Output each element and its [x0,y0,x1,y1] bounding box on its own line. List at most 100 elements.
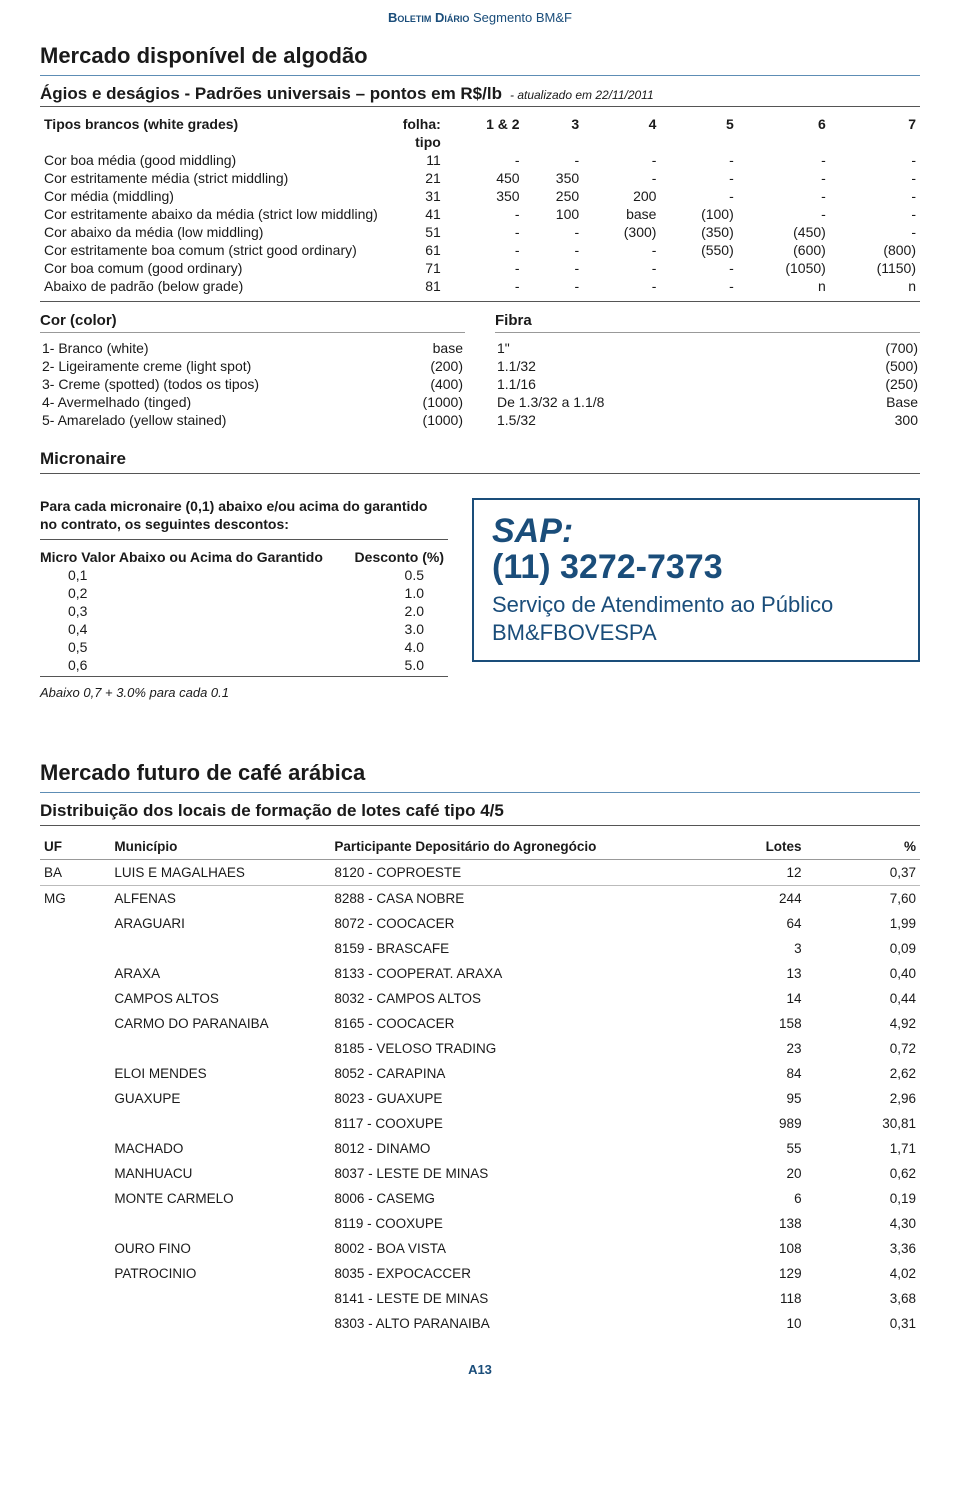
micro-value: 0,1 [40,566,345,584]
coffee-cell: 129 [700,1261,806,1286]
coffee-cell: 8288 - CASA NOBRE [330,886,700,912]
list-row: 5- Amarelado (yellow stained)(1000) [40,411,465,429]
coffee-cell: 13 [700,961,806,986]
coffee-row: ARAGUARI8072 - COOCACER641,99 [40,911,920,936]
coffee-cell: MONTE CARMELO [110,1186,330,1211]
divider [40,106,920,107]
grades-row: Cor estritamente abaixo da média (strict… [40,205,920,223]
header-bar: Boletim Diário Segmento BM&F [40,10,920,25]
coffee-cell [110,1286,330,1311]
coffee-cell: 12 [700,860,806,886]
sap-box: SAP: (11) 3272-7373 Serviço de Atendimen… [472,498,920,662]
coffee-cell [110,1036,330,1061]
micronaire-table: Micro Valor Abaixo ou Acima do Garantido… [40,548,448,674]
list-label: 3- Creme (spotted) (todos os tipos) [40,375,394,393]
grades-cell: base [583,205,660,223]
coffee-cell: 1,99 [806,911,920,936]
grades-cell: - [445,205,524,223]
grades-cell: - [583,277,660,295]
coffee-cell [40,936,110,961]
micro-row: 0,10.5 [40,566,448,584]
grades-row-tipo: 11 [392,151,445,169]
grades-cell: n [830,277,920,295]
list-value: (700) [815,339,920,357]
grades-cell: (100) [660,205,737,223]
coffee-cell: 2,96 [806,1086,920,1111]
coffee-cell [110,1311,330,1336]
list-value: Base [815,393,920,411]
grades-row-label: Cor boa média (good middling) [40,151,392,169]
coffee-cell: 0,37 [806,860,920,886]
coffee-cell [40,1061,110,1086]
grades-cell: n [738,277,830,295]
page-number: A13 [40,1362,920,1377]
coffee-row: GUAXUPE8023 - GUAXUPE952,96 [40,1086,920,1111]
coffee-col-dep: Participante Depositário do Agronegócio [330,834,700,860]
list-value: base [394,339,465,357]
coffee-row: OURO FINO8002 - BOA VISTA1083,36 [40,1236,920,1261]
divider [40,473,920,474]
grades-row-label: Cor estritamente boa comum (strict good … [40,241,392,259]
coffee-cell: ARAXA [110,961,330,986]
list-value: (1000) [394,393,465,411]
coffee-row: BALUIS E MAGALHAES8120 - COPROESTE120,37 [40,860,920,886]
grades-cell: - [830,223,920,241]
list-label: 1- Branco (white) [40,339,394,357]
micro-row: 0,43.0 [40,620,448,638]
list-row: 1.1/32(500) [495,357,920,375]
coffee-row: MACHADO8012 - DINAMO551,71 [40,1136,920,1161]
coffee-cell: 3,68 [806,1286,920,1311]
grades-cell: (300) [583,223,660,241]
list-row: 3- Creme (spotted) (todos os tipos)(400) [40,375,465,393]
grades-row: Cor abaixo da média (low middling)51--(3… [40,223,920,241]
grades-cell: - [660,169,737,187]
grades-cell: - [830,187,920,205]
coffee-cell: 1,71 [806,1136,920,1161]
micro-value: 0,5 [40,638,345,656]
coffee-row: 8303 - ALTO PARANAIBA100,31 [40,1311,920,1336]
coffee-cell [40,1011,110,1036]
coffee-cell: 30,81 [806,1111,920,1136]
list-label: 1" [495,339,815,357]
coffee-cell: 158 [700,1011,806,1036]
grades-cell: (1050) [738,259,830,277]
divider [40,539,448,540]
sap-desc: Serviço de Atendimento ao Público BM&FBO… [492,591,900,646]
grades-cell: - [660,151,737,169]
list-value: (200) [394,357,465,375]
header-rest: Segmento BM&F [469,10,572,25]
grades-cell: 450 [445,169,524,187]
grades-cell: 350 [445,187,524,205]
coffee-cell: 8002 - BOA VISTA [330,1236,700,1261]
coffee-cell [40,986,110,1011]
coffee-row: 8141 - LESTE DE MINAS1183,68 [40,1286,920,1311]
coffee-row: PATROCINIO8035 - EXPOCACCER1294,02 [40,1261,920,1286]
grades-cell: - [660,187,737,205]
divider [495,332,920,333]
coffee-cell: 0,44 [806,986,920,1011]
grades-cell: - [738,187,830,205]
list-row: 1- Branco (white)base [40,339,465,357]
grades-cell: - [445,241,524,259]
coffee-row: CARMO DO PARANAIBA8165 - COOCACER1584,92 [40,1011,920,1036]
list-row: 1.5/32300 [495,411,920,429]
coffee-cell: 8032 - CAMPOS ALTOS [330,986,700,1011]
micro-row: 0,54.0 [40,638,448,656]
micro-row: 0,32.0 [40,602,448,620]
list-label: 1.5/32 [495,411,815,429]
coffee-cell [40,1136,110,1161]
grades-row-tipo: 31 [392,187,445,205]
folha-label: folha: [392,115,445,133]
coffee-cell: 108 [700,1236,806,1261]
coffee-cell: CAMPOS ALTOS [110,986,330,1011]
coffee-subtitle: Distribuição dos locais de formação de l… [40,801,920,821]
coffee-cell: 10 [700,1311,806,1336]
list-value: 300 [815,411,920,429]
divider [40,75,920,76]
coffee-cell: 0,19 [806,1186,920,1211]
grades-cell: - [830,151,920,169]
coffee-cell: BA [40,860,110,886]
coffee-cell [40,1186,110,1211]
grades-row-label: Cor estritamente média (strict middling) [40,169,392,187]
coffee-cell: 4,30 [806,1211,920,1236]
